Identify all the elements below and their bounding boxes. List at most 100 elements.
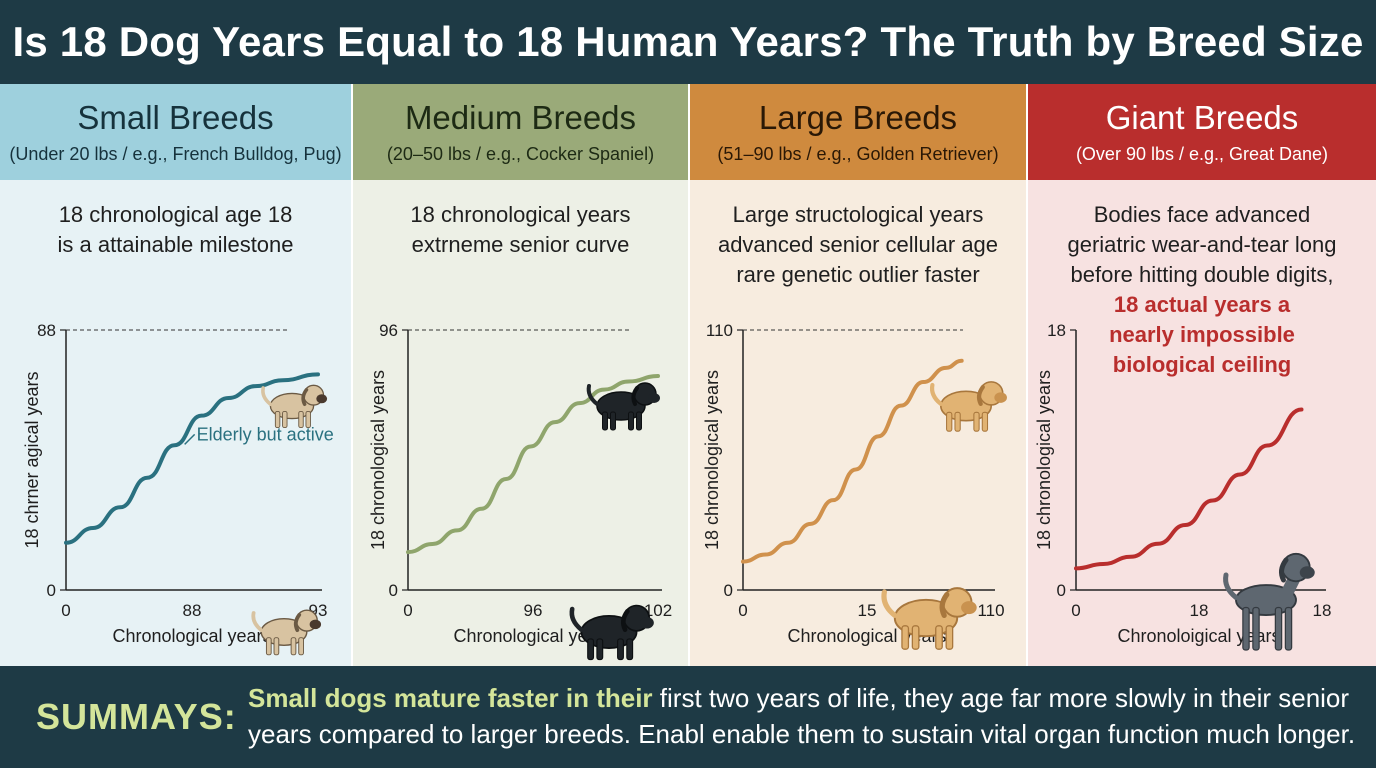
panel-medium-breeds: Medium Breeds (20–50 lbs / e.g., Cocker … (351, 84, 688, 666)
summary-footer: SUMMAYS: Small dogs mature faster in the… (0, 666, 1376, 768)
description-line: geriatric wear-and-tear long (1067, 232, 1337, 257)
y-axis-label: 18 chronological years (702, 370, 722, 550)
panel-subtitle: (Under 20 lbs / e.g., French Bulldog, Pu… (9, 144, 342, 164)
dog-muzzle (648, 393, 660, 403)
x-axis-label: Chronological years (112, 626, 271, 646)
y-tick-label: 18 (1047, 321, 1066, 340)
summary-body: first two years of life, they age far mo… (248, 683, 1356, 749)
y-tick-label: 0 (389, 581, 398, 600)
y-axis-label: 18 chronological years (1034, 370, 1054, 550)
dog-leg (636, 411, 642, 431)
dog-tail (251, 611, 264, 632)
description-line: 18 chronological years (410, 202, 631, 227)
dog-leg (628, 411, 634, 431)
dog-leg (290, 637, 297, 656)
series-line (406, 374, 660, 555)
x-axis-label: Chronoloigical years (1117, 626, 1280, 646)
y-tick-label: 96 (379, 321, 398, 340)
panel-large-breeds: Large Breeds (51–90 lbs / e.g., Golden R… (688, 84, 1026, 666)
y-tick-label: 0 (47, 581, 56, 600)
dog-leg (901, 625, 910, 650)
dog-leg (1252, 606, 1260, 651)
description-line: rare genetic outlier faster (736, 262, 980, 287)
panel-header: Small Breeds (Under 20 lbs / e.g., Frenc… (0, 84, 351, 180)
highlight-line: nearly impossible (1109, 322, 1295, 347)
dog-ear (620, 609, 630, 632)
panel-header: Giant Breeds (Over 90 lbs / e.g., Great … (1028, 84, 1376, 180)
dog-leg (935, 625, 943, 650)
panel-subtitle: (Over 90 lbs / e.g., Great Dane) (1075, 144, 1329, 164)
x-tick-label: 96 (524, 601, 543, 620)
x-axis-label: Chronological years (453, 626, 612, 646)
header: Is 18 Dog Years Equal to 18 Human Years?… (0, 0, 1376, 84)
summary-text: Small dogs mature faster in their first … (248, 680, 1358, 752)
x-tick-label: 18 (1313, 601, 1332, 620)
panel-description: 18 chronological years extrneme senior c… (353, 200, 688, 260)
description-line: Bodies face advanced (1093, 202, 1311, 227)
dog-leg (602, 411, 608, 431)
dog-leg (587, 638, 595, 661)
dog-leg (610, 411, 616, 431)
chart-medium-breeds: 0 96 0 96 102 Chronological years 18 chronolog… (368, 321, 672, 661)
description-line: 18 chronological age 18 (58, 202, 293, 227)
series-line (1074, 407, 1304, 571)
dog-ear (631, 386, 639, 406)
dog-leg (1242, 606, 1250, 651)
panel-header: Medium Breeds (20–50 lbs / e.g., Cocker … (353, 84, 688, 180)
panel-title: Giant Breeds (1105, 99, 1299, 136)
panel-title: Small Breeds (77, 99, 274, 136)
dog-tail (1223, 572, 1239, 600)
dog-ear (293, 612, 302, 632)
panel-header: Large Breeds (51–90 lbs / e.g., Golden R… (690, 84, 1026, 180)
panel-giant-breeds: Giant Breeds (Over 90 lbs / e.g., Great … (1026, 84, 1376, 666)
annotation-label: Elderly but active (197, 424, 334, 444)
dog-muzzle (1299, 566, 1315, 579)
highlight-line: biological ceiling (1112, 352, 1292, 377)
dog-ear (939, 592, 950, 618)
description-line: extrneme senior curve (411, 232, 630, 257)
y-tick-label: 0 (1057, 581, 1066, 600)
summary-label: SUMMAYS: (36, 696, 237, 737)
dog-leg (626, 638, 634, 661)
dog-muzzle (316, 394, 328, 404)
dog-tail (569, 606, 584, 632)
dog-tail (881, 589, 898, 618)
dog-tail (586, 384, 599, 406)
golden-retriever-icon (881, 587, 977, 650)
cocker-spaniel-icon (586, 382, 660, 431)
x-tick-label: 15 (858, 601, 877, 620)
dog-leg (596, 638, 604, 661)
panel-subtitle: (51–90 lbs / e.g., Golden Retriever) (717, 144, 999, 164)
annotation-pointer (184, 433, 196, 445)
cocker-spaniel-icon (569, 604, 654, 661)
description-line: before hitting double digits, (1070, 262, 1334, 287)
series-line (64, 372, 320, 545)
y-tick-label: 110 (706, 321, 733, 340)
dog-leg (298, 637, 304, 656)
x-tick-label: 18 (1190, 601, 1209, 620)
page-title: Is 18 Dog Years Equal to 18 Human Years?… (12, 18, 1364, 65)
dog-leg (305, 410, 311, 429)
panel-subtitle: (20–50 lbs / e.g., Cocker Spaniel) (386, 144, 655, 164)
dog-leg (298, 410, 304, 429)
dog-leg (1284, 606, 1293, 651)
x-tick-label: 110 (977, 601, 1004, 620)
panel-title: Large Breeds (758, 99, 958, 136)
dog-leg (265, 637, 272, 656)
dog-muzzle (961, 601, 977, 615)
dog-leg (274, 410, 281, 429)
panel-description: Bodies face advanced geriatric wear-and-… (1028, 200, 1376, 380)
y-axis-label: 18 chrner agical years (22, 371, 42, 548)
dog-leg (946, 411, 953, 432)
dog-leg (1274, 606, 1283, 651)
dog-tail (261, 386, 273, 406)
pug-icon (261, 384, 328, 429)
dog-ear (301, 387, 309, 406)
x-tick-label: 102 (644, 601, 672, 620)
y-tick-label: 0 (724, 581, 733, 600)
series-line (741, 358, 964, 564)
description-line: Large structological years (732, 202, 984, 227)
